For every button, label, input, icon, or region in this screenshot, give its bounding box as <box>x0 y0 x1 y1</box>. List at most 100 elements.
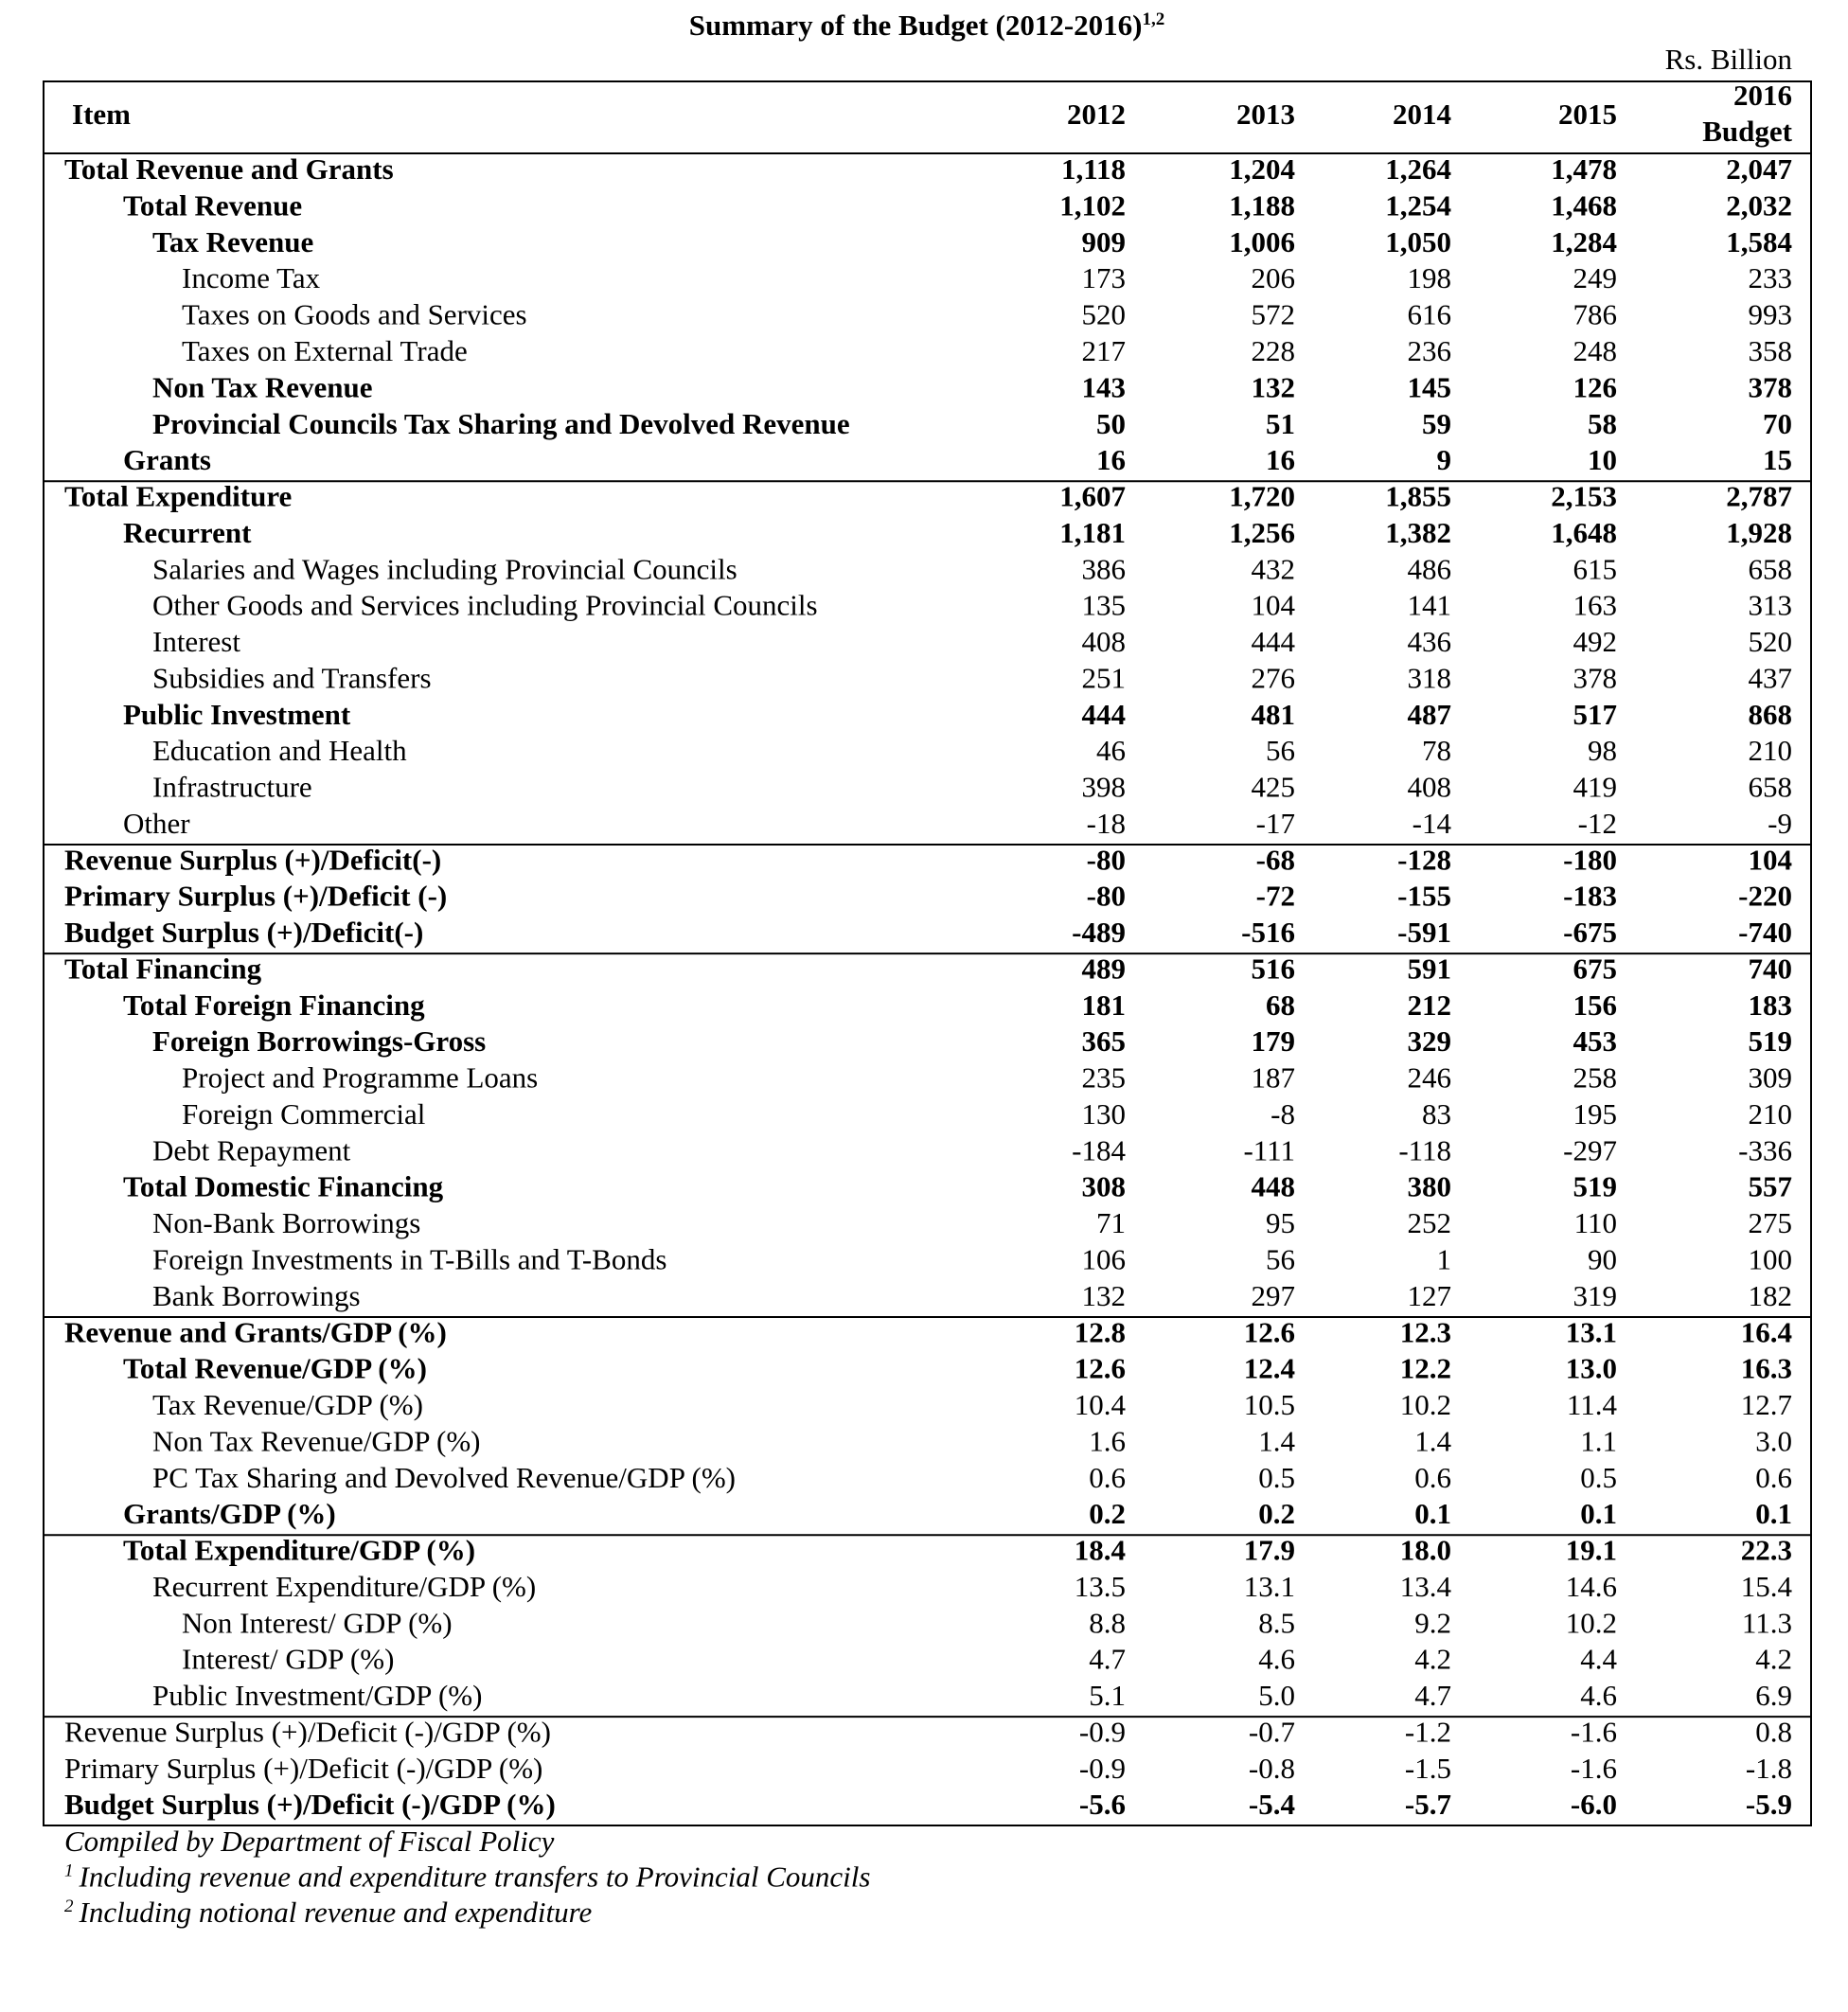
cell-value: 10.2 <box>1400 1388 1451 1421</box>
cell-value: 8.8 <box>1089 1606 1126 1639</box>
row-label: Education and Health <box>152 734 407 767</box>
cell-value: 408 <box>1408 771 1452 804</box>
cell-value: 182 <box>1749 1279 1793 1312</box>
row-label: Total Revenue/GDP (%) <box>123 1352 427 1385</box>
row-label: Revenue Surplus (+)/Deficit(-) <box>64 843 441 876</box>
cell-value: 437 <box>1749 661 1793 694</box>
cell-value: 59 <box>1422 407 1451 440</box>
cell-value: 127 <box>1408 1279 1452 1312</box>
cell-value: 4.2 <box>1414 1643 1451 1676</box>
row-label: Tax Revenue <box>152 225 313 258</box>
cell-value: 425 <box>1252 771 1296 804</box>
row-label: Income Tax <box>182 261 321 294</box>
cell-value: 22.3 <box>1741 1534 1792 1567</box>
cell-value: 398 <box>1082 771 1127 804</box>
row-label: Primary Surplus (+)/Deficit (-)/GDP (%) <box>64 1752 542 1785</box>
row-label: Total Revenue <box>123 188 302 222</box>
cell-value: 15.4 <box>1741 1570 1793 1603</box>
cell-value: 591 <box>1408 952 1452 985</box>
cell-value: 675 <box>1573 952 1618 985</box>
cell-value: -80 <box>1087 843 1126 876</box>
footnote-mark: 2 <box>64 1896 74 1916</box>
cell-value: 909 <box>1082 225 1127 258</box>
title: Summary of the Budget (2012-2016)1,2 <box>689 9 1165 42</box>
cell-value: 1,254 <box>1385 188 1451 222</box>
cell-value: 156 <box>1573 988 1618 1022</box>
cell-value: -12 <box>1578 807 1617 840</box>
cell-value: 276 <box>1252 661 1296 694</box>
row-label: Non Tax Revenue <box>152 370 373 403</box>
cell-value: -1.2 <box>1405 1715 1451 1748</box>
cell-value: 492 <box>1573 625 1618 658</box>
cell-value: 0.5 <box>1580 1461 1617 1494</box>
cell-value: -516 <box>1241 916 1295 949</box>
cell-value: -155 <box>1397 880 1451 913</box>
cell-value: 419 <box>1573 771 1618 804</box>
cell-value: 481 <box>1252 698 1296 731</box>
title-text: Summary of the Budget (2012-2016) <box>689 9 1143 42</box>
cell-value: 246 <box>1408 1061 1452 1095</box>
cell-value: 50 <box>1096 407 1126 440</box>
cell-value: 1,118 <box>1061 152 1126 186</box>
cell-value: 0.6 <box>1089 1461 1126 1494</box>
cell-value: 195 <box>1573 1097 1618 1131</box>
cell-value: 319 <box>1573 1279 1618 1312</box>
row-label: Other Goods and Services including Provi… <box>152 589 818 622</box>
cell-value: 12.8 <box>1075 1315 1126 1348</box>
cell-value: -740 <box>1738 916 1792 949</box>
cell-value: 572 <box>1252 298 1296 331</box>
cell-value: 10.2 <box>1566 1606 1617 1639</box>
cell-value: 4.4 <box>1580 1643 1617 1676</box>
cell-value: 187 <box>1252 1061 1296 1095</box>
cell-value: 1,478 <box>1551 152 1617 186</box>
cell-value: 1.1 <box>1580 1424 1617 1457</box>
footnote: 1 Including revenue and expenditure trans… <box>64 1861 870 1894</box>
cell-value: -180 <box>1563 843 1617 876</box>
cell-value: 217 <box>1082 334 1127 367</box>
row-label: PC Tax Sharing and Devolved Revenue/GDP … <box>152 1461 736 1494</box>
footnote: Compiled by Department of Fiscal Policy <box>64 1825 555 1858</box>
cell-value: 1,607 <box>1059 480 1126 513</box>
cell-value: 1,584 <box>1726 225 1792 258</box>
cell-value: 1,264 <box>1385 152 1451 186</box>
row-label: Budget Surplus (+)/Deficit (-)/GDP (%) <box>64 1788 556 1821</box>
cell-value: 235 <box>1082 1061 1127 1095</box>
cell-value: 13.5 <box>1075 1570 1126 1603</box>
cell-value: 252 <box>1408 1206 1452 1239</box>
cell-value: 228 <box>1252 334 1296 367</box>
cell-value: 13.1 <box>1566 1315 1617 1348</box>
cell-value: 83 <box>1422 1097 1451 1131</box>
column-header: 2012 <box>1067 98 1126 131</box>
cell-value: -72 <box>1256 880 1295 913</box>
cell-value: 519 <box>1573 1170 1618 1203</box>
row-label: Total Revenue and Grants <box>64 152 394 186</box>
cell-value: 786 <box>1573 298 1618 331</box>
cell-value: 2,153 <box>1551 480 1617 513</box>
column-header: 2013 <box>1236 98 1295 131</box>
cell-value: -591 <box>1397 916 1451 949</box>
cell-value: 183 <box>1749 988 1793 1022</box>
cell-value: 71 <box>1096 1206 1126 1239</box>
row-label: Subsidies and Transfers <box>152 661 432 694</box>
cell-value: 615 <box>1573 552 1618 585</box>
cell-value: 9 <box>1437 443 1452 476</box>
row-label: Foreign Borrowings-Gross <box>152 1024 486 1058</box>
cell-value: 145 <box>1408 370 1452 403</box>
cell-value: 1,648 <box>1551 516 1617 549</box>
row-label: Public Investment/GDP (%) <box>152 1679 482 1712</box>
cell-value: -5.7 <box>1405 1788 1451 1821</box>
cell-value: -17 <box>1256 807 1295 840</box>
row-label: Grants/GDP (%) <box>123 1497 336 1530</box>
column-header: Item <box>72 98 131 131</box>
cell-value: 658 <box>1749 552 1793 585</box>
cell-value: -1.6 <box>1571 1715 1617 1748</box>
cell-value: 13.4 <box>1400 1570 1452 1603</box>
cell-value: 453 <box>1573 1024 1618 1058</box>
cell-value: 13.0 <box>1566 1352 1617 1385</box>
cell-value: 10 <box>1588 443 1617 476</box>
cell-value: 46 <box>1096 734 1126 767</box>
cell-value: 517 <box>1573 698 1618 731</box>
cell-value: 98 <box>1588 734 1617 767</box>
cell-value: 329 <box>1408 1024 1452 1058</box>
row-label: Total Expenditure <box>64 480 292 513</box>
